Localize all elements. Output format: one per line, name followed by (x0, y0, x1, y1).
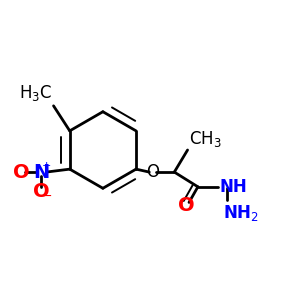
Text: O: O (178, 196, 194, 215)
Text: O: O (33, 182, 49, 201)
Text: N: N (33, 163, 49, 182)
Text: CH$_3$: CH$_3$ (189, 128, 222, 148)
Text: O: O (146, 163, 159, 181)
Text: −: − (41, 190, 52, 203)
Text: NH$_2$: NH$_2$ (223, 203, 259, 223)
Text: O: O (14, 163, 30, 182)
Text: H$_3$C: H$_3$C (19, 83, 52, 103)
Text: NH: NH (220, 178, 248, 196)
Text: +: + (41, 160, 51, 171)
